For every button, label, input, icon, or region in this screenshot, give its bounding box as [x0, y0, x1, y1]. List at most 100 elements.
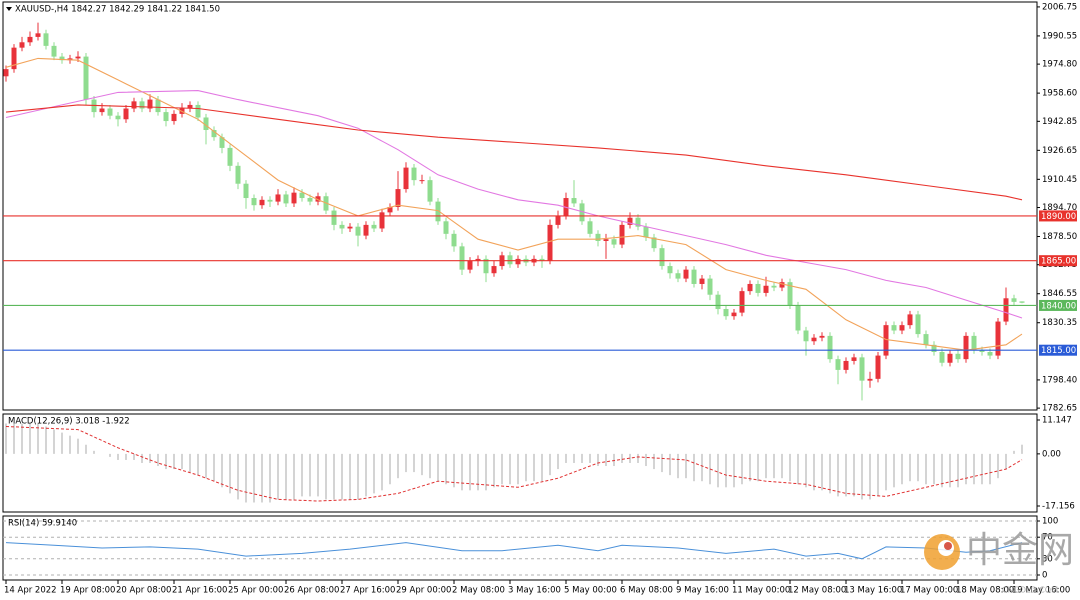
pane-title: MACD(12,26,9) 3.018 -1.922: [8, 417, 130, 427]
candle-body: [587, 221, 593, 234]
candle-body: [683, 269, 689, 279]
candle-body: [995, 321, 1001, 356]
y-tick-label: 1926.65: [1042, 146, 1077, 156]
candle-body: [547, 224, 553, 261]
candle-body: [227, 147, 233, 166]
candle-body: [987, 351, 993, 356]
candle-body: [1019, 301, 1025, 303]
candle-body: [251, 198, 257, 206]
candle-body: [707, 278, 713, 295]
candle-body: [99, 108, 105, 113]
y-tick-label: 1942.85: [1042, 117, 1077, 127]
candle-body: [675, 273, 681, 279]
candle-body: [955, 353, 961, 360]
candle-body: [363, 224, 369, 236]
candle-body: [419, 180, 425, 182]
candle-body: [355, 226, 361, 236]
candle-body: [211, 130, 217, 138]
macd-signal: [5, 426, 1023, 502]
candle-body: [427, 180, 433, 202]
candle-body: [691, 269, 697, 284]
candle-body: [371, 224, 377, 229]
y-tick-label: 70: [1042, 533, 1053, 543]
candle-body: [579, 203, 585, 222]
x-tick-label: 18 May 08:00: [956, 586, 1014, 596]
candle-body: [139, 101, 145, 109]
level-label: 1840.00: [1041, 301, 1076, 311]
watermark-logo-dot: [944, 542, 952, 550]
candle-body: [443, 221, 449, 234]
candle-body: [851, 357, 857, 361]
candle-body: [187, 104, 193, 109]
candle-body: [731, 312, 737, 317]
candle-body: [51, 45, 57, 57]
candle-body: [1003, 298, 1009, 322]
candle-body: [795, 305, 801, 331]
candle-body: [267, 199, 273, 202]
level-label-box: [1039, 299, 1077, 311]
candle-body: [747, 283, 753, 292]
candle-body: [651, 237, 657, 249]
candle-body: [283, 194, 289, 204]
pane-frame: [2, 515, 1038, 581]
rsi-line: [5, 542, 1023, 560]
pane-title: RSI(14) 59.9140: [8, 519, 77, 529]
candle-body: [243, 183, 249, 199]
y-tick-label: 0: [1042, 570, 1047, 580]
y-tick-label: 0.00: [1042, 449, 1061, 459]
moving-average: [5, 104, 1023, 201]
y-tick-label: 1958.60: [1042, 89, 1077, 99]
candle-body: [331, 210, 337, 225]
watermark-site: CNGOLD.COM: [1002, 586, 1058, 595]
candle-body: [635, 217, 641, 227]
y-tick-label: 1894.70: [1042, 203, 1077, 213]
moving-average: [5, 90, 1023, 319]
candle-body: [115, 115, 121, 120]
candle-body: [275, 194, 281, 202]
y-tick-label: 1846.55: [1042, 289, 1077, 299]
x-tick-label: 20 Apr 08:00: [116, 586, 171, 596]
candle-body: [771, 285, 777, 288]
pane-frame: [2, 413, 1038, 513]
candle-body: [803, 330, 809, 342]
y-tick-label: 1974.80: [1042, 60, 1077, 70]
pane-series: [3, 22, 1025, 401]
candle-body: [19, 42, 25, 48]
candle-body: [843, 360, 849, 370]
candle-body: [195, 104, 201, 118]
candle-body: [475, 258, 481, 261]
candle-body: [835, 359, 841, 370]
candle-body: [515, 258, 521, 265]
x-tick-label: 14 Apr 2022: [4, 586, 57, 596]
candle-body: [75, 56, 81, 59]
title-marker: [6, 7, 12, 11]
y-tick-label: 30: [1042, 554, 1053, 564]
candle-body: [147, 99, 153, 109]
y-tick-label: 1990.55: [1042, 31, 1077, 41]
watermark-name: 中金网: [966, 530, 1074, 571]
y-tick-label: 1782.65: [1042, 404, 1077, 414]
moving-average: [5, 57, 1023, 351]
y-tick-label: 1910.45: [1042, 175, 1077, 185]
candle-body: [219, 137, 225, 148]
level-label-box: [1039, 255, 1077, 267]
candle-body: [611, 239, 617, 245]
candle-body: [483, 258, 489, 274]
candle-body: [875, 355, 881, 379]
candle-body: [699, 278, 705, 284]
candle-body: [59, 56, 65, 61]
x-tick-label: 5 May 00:00: [564, 586, 617, 596]
x-tick-label: 19 May 16:00: [1012, 586, 1070, 596]
level-label: 1890.00: [1041, 212, 1076, 222]
candle-body: [259, 199, 265, 206]
candle-body: [947, 353, 953, 363]
candle-body: [619, 224, 625, 245]
candle-body: [643, 226, 649, 238]
candle-body: [435, 201, 441, 222]
candle-body: [459, 246, 465, 270]
y-tick-label: 1798.40: [1042, 375, 1077, 385]
candle-body: [891, 325, 897, 331]
